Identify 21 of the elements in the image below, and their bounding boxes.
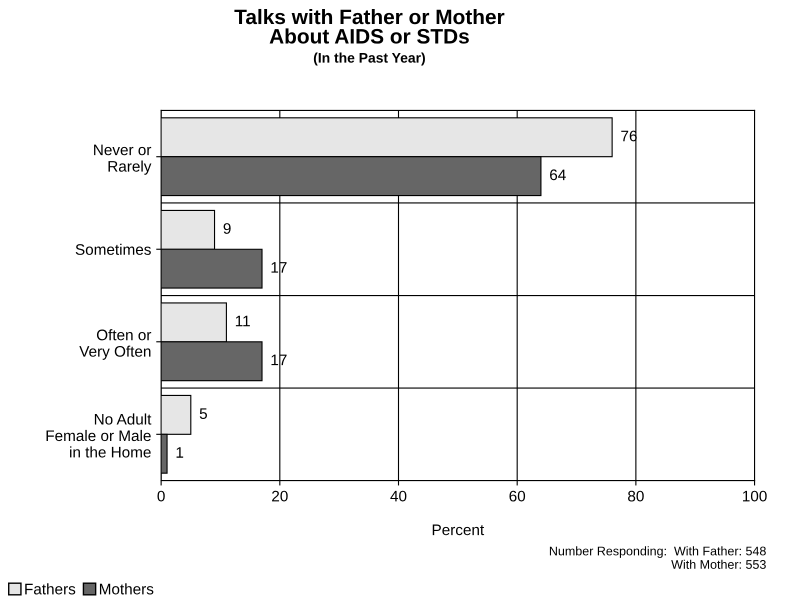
y-tick-label: Sometimes	[76, 244, 151, 255]
x-tick-label: 20	[272, 490, 288, 502]
data-label: 11	[236, 316, 250, 326]
data-label: 5	[200, 408, 207, 419]
x-axis-title: Percent	[432, 524, 484, 536]
y-tick-label: Never or Rarely	[94, 144, 152, 175]
data-label: 1	[176, 447, 184, 458]
data-label: 9	[224, 223, 231, 234]
legend-label: Fathers	[25, 583, 76, 594]
chart-title: Talks with Father or Mother About AIDS or STDs	[234, 8, 504, 44]
x-tick-label: 100	[742, 490, 767, 502]
legend-label: Mothers	[100, 583, 154, 594]
chart-subtitle: (In the Past Year)	[314, 52, 425, 66]
y-tick-label: Often or Very Often	[79, 329, 152, 360]
x-tick-label: 60	[509, 490, 526, 502]
text: Number Responding: With Father: 548 With Mother: 553	[550, 546, 766, 569]
x-tick-label: 0	[157, 490, 165, 502]
x-tick-label: 80	[628, 490, 644, 502]
data-label: 64	[550, 169, 566, 180]
y-tick-label: No Adult Female or Male in the Home	[46, 413, 152, 458]
x-tick-label: 40	[390, 490, 406, 502]
